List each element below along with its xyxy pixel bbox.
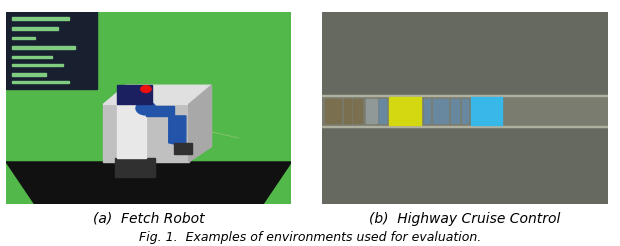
Circle shape xyxy=(141,86,151,92)
Bar xyxy=(117,104,146,158)
Polygon shape xyxy=(103,85,211,104)
Bar xyxy=(174,143,192,154)
Bar xyxy=(451,99,459,123)
Bar xyxy=(326,99,341,123)
Bar xyxy=(366,99,377,123)
Bar xyxy=(12,56,52,58)
Bar xyxy=(322,95,608,96)
Bar xyxy=(461,99,468,123)
Bar xyxy=(389,97,422,125)
Bar xyxy=(117,85,152,104)
Polygon shape xyxy=(6,162,291,204)
Bar xyxy=(12,27,58,30)
Bar xyxy=(353,99,361,123)
Bar xyxy=(423,99,430,123)
Bar xyxy=(322,95,608,127)
Bar xyxy=(103,104,188,162)
Bar xyxy=(12,37,35,39)
Bar xyxy=(12,17,69,20)
Bar xyxy=(12,81,69,83)
Text: (a)  Fetch Robot: (a) Fetch Robot xyxy=(93,212,205,226)
Polygon shape xyxy=(188,85,211,162)
Circle shape xyxy=(136,102,156,115)
Bar xyxy=(379,99,386,123)
Text: (b)  Highway Cruise Control: (b) Highway Cruise Control xyxy=(370,212,560,226)
Bar xyxy=(115,158,154,177)
Text: Fig. 1.  Examples of environments used for evaluation.: Fig. 1. Examples of environments used fo… xyxy=(139,231,481,244)
Bar xyxy=(322,126,608,127)
Bar xyxy=(471,97,502,125)
Bar xyxy=(6,12,97,89)
Bar xyxy=(12,63,63,66)
Bar xyxy=(146,106,174,116)
Bar xyxy=(343,99,351,123)
Bar xyxy=(12,46,74,49)
Bar xyxy=(433,99,448,123)
Polygon shape xyxy=(169,116,186,147)
Bar xyxy=(12,73,46,76)
